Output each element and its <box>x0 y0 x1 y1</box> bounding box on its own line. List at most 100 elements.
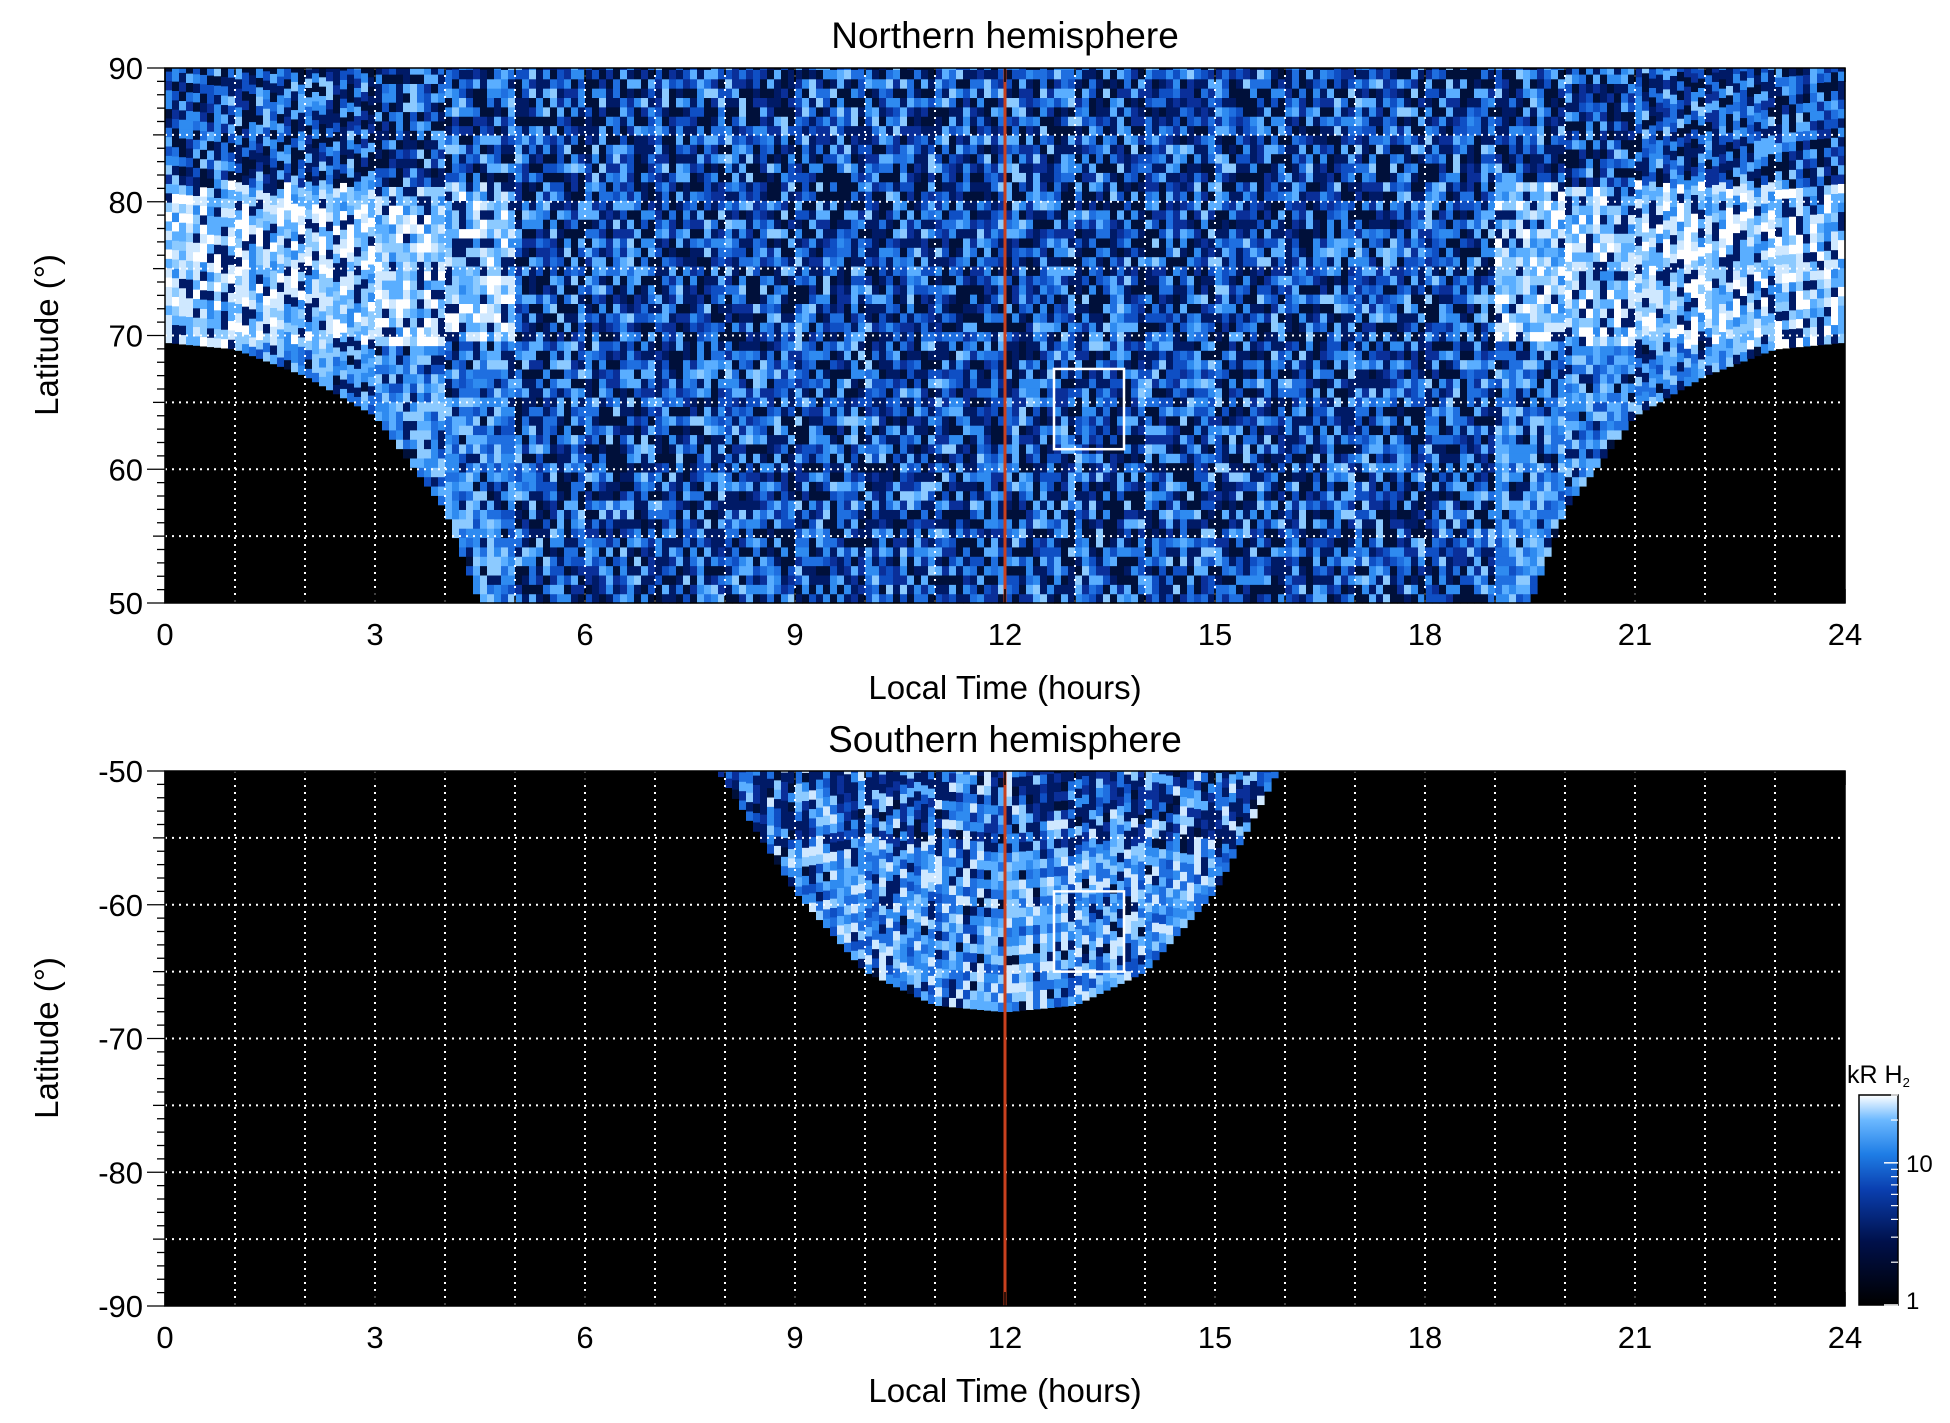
emission-cell <box>193 251 201 262</box>
emission-cell <box>459 434 467 445</box>
emission-cell <box>676 191 684 202</box>
emission-cell <box>851 144 859 155</box>
emission-cell <box>256 283 264 294</box>
emission-cell <box>578 97 586 108</box>
emission-cell <box>515 443 523 454</box>
emission-cell <box>452 191 460 202</box>
emission-cell <box>648 162 656 173</box>
emission-cell <box>872 200 880 211</box>
emission-cell <box>760 453 768 464</box>
emission-cell <box>179 137 187 148</box>
emission-cell <box>473 125 481 136</box>
emission-cell <box>571 490 579 501</box>
emission-cell <box>753 331 761 342</box>
emission-cell <box>648 284 656 295</box>
emission-cell <box>165 323 173 334</box>
emission-cell <box>592 78 600 89</box>
emission-cell <box>718 509 726 520</box>
emission-cell <box>837 247 845 258</box>
emission-cell <box>865 162 873 173</box>
emission-cell <box>872 368 880 379</box>
emission-cell <box>613 312 621 323</box>
emission-cell <box>627 275 635 286</box>
emission-cell <box>620 537 628 548</box>
emission-cell <box>193 195 201 206</box>
emission-cell <box>522 350 530 361</box>
emission-cell <box>438 83 446 94</box>
emission-cell <box>725 415 733 426</box>
emission-cell <box>739 518 747 529</box>
emission-cell <box>599 106 607 117</box>
emission-cell <box>508 574 516 585</box>
emission-cell <box>690 78 698 89</box>
emission-cell <box>165 155 173 166</box>
emission-cell <box>809 134 817 145</box>
emission-cell <box>494 359 502 370</box>
emission-cell <box>235 78 243 89</box>
emission-cell <box>809 228 817 239</box>
emission-cell <box>340 378 348 389</box>
emission-cell <box>858 387 866 398</box>
emission-cell <box>179 268 187 279</box>
emission-cell <box>718 265 726 276</box>
emission-cell <box>844 265 852 276</box>
emission-cell <box>585 256 593 267</box>
emission-cell <box>214 234 222 245</box>
emission-cell <box>438 467 446 478</box>
emission-cell <box>179 147 187 158</box>
emission-cell <box>480 350 488 361</box>
emission-cell <box>410 364 418 375</box>
emission-cell <box>319 198 327 209</box>
emission-cell <box>872 78 880 89</box>
emission-cell <box>445 481 453 492</box>
emission-cell <box>368 320 376 331</box>
emission-cell <box>851 69 859 80</box>
emission-cell <box>165 220 173 231</box>
emission-cell <box>508 69 516 80</box>
emission-cell <box>844 116 852 127</box>
emission-cell <box>606 350 614 361</box>
emission-cell <box>718 294 726 304</box>
emission-cell <box>662 312 670 323</box>
emission-cell <box>326 90 334 101</box>
emission-cell <box>473 78 481 89</box>
emission-cell <box>529 322 537 333</box>
emission-cell <box>655 537 663 548</box>
emission-cell <box>340 388 348 399</box>
emission-cell <box>858 153 866 164</box>
emission-cell <box>529 78 537 89</box>
emission-cell <box>830 181 838 192</box>
emission-cell <box>837 97 845 108</box>
emission-cell <box>711 312 719 323</box>
emission-cell <box>382 242 390 253</box>
emission-cell <box>431 476 439 487</box>
emission-cell <box>753 88 761 99</box>
emission-cell <box>809 574 817 585</box>
emission-cell <box>648 546 656 557</box>
emission-cell <box>529 397 537 407</box>
emission-cell <box>592 518 600 529</box>
emission-cell <box>830 397 838 407</box>
emission-cell <box>389 392 397 403</box>
emission-cell <box>711 331 719 342</box>
emission-cell <box>620 275 628 286</box>
emission-cell <box>410 373 418 384</box>
emission-cell <box>711 359 719 370</box>
emission-cell <box>816 69 824 80</box>
emission-cell <box>613 181 621 192</box>
emission-cell <box>270 354 278 365</box>
emission-cell <box>725 481 733 492</box>
emission-cell <box>578 78 586 89</box>
emission-cell <box>592 144 600 155</box>
emission-cell <box>487 88 495 99</box>
emission-cell <box>830 481 838 492</box>
emission-cell <box>648 556 656 567</box>
emission-cell <box>760 331 768 342</box>
emission-cell <box>606 237 614 248</box>
emission-cell <box>529 350 537 361</box>
emission-cell <box>473 219 481 230</box>
emission-cell <box>368 301 376 312</box>
emission-cell <box>326 296 334 306</box>
emission-cell <box>627 593 635 604</box>
emission-cell <box>690 546 698 557</box>
